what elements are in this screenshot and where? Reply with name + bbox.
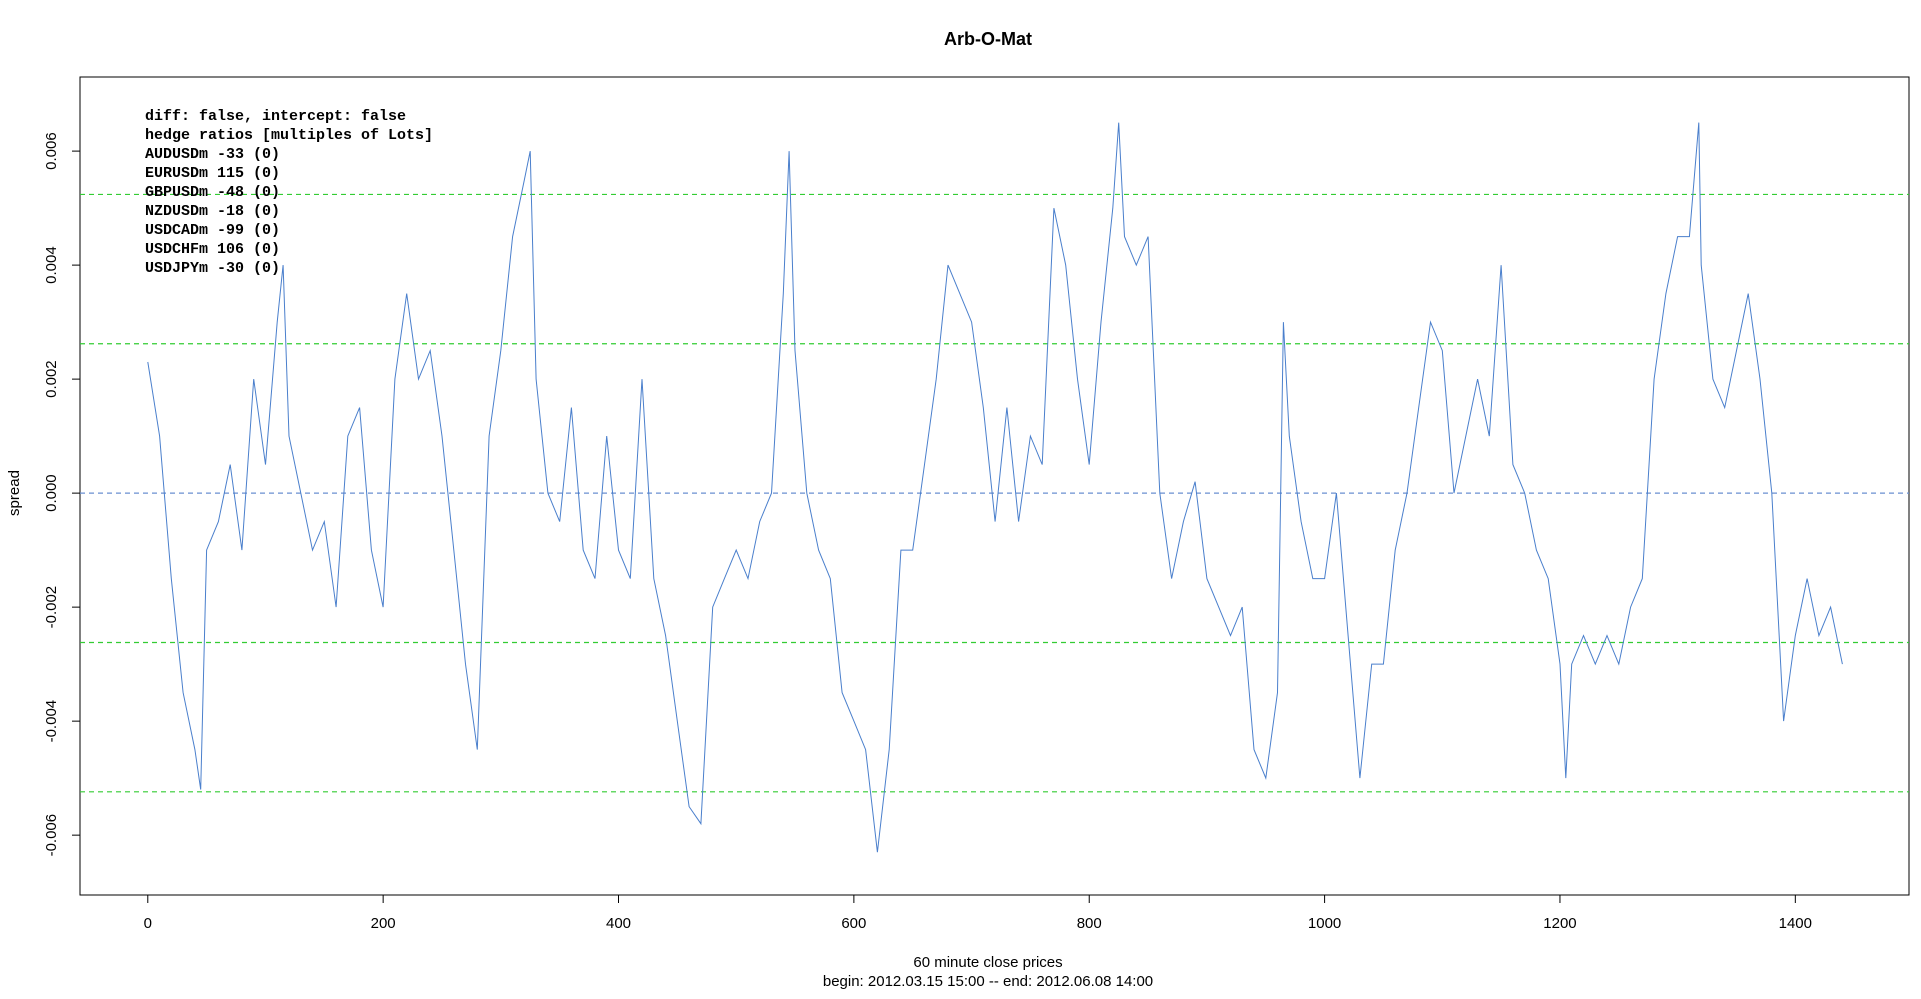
x-tick-label: 1200 — [1543, 915, 1576, 932]
y-axis-label: spread — [6, 470, 23, 516]
annotation: USDJPYm -30 (0) — [145, 260, 280, 277]
x-tick-label: 1400 — [1779, 915, 1812, 932]
x-tick-label: 600 — [841, 915, 866, 932]
y-tick-label: 0.000 — [43, 474, 60, 512]
y-tick-label: 0.002 — [43, 360, 60, 398]
y-tick-label: -0.002 — [43, 586, 60, 629]
x-axis-label: 60 minute close prices — [913, 954, 1062, 971]
annotation: hedge ratios [multiples of Lots] — [145, 127, 433, 144]
annotation: USDCADm -99 (0) — [145, 222, 280, 239]
y-tick-label: 0.006 — [43, 132, 60, 170]
spread-line — [147, 122, 1843, 853]
y-tick-label: -0.004 — [43, 700, 60, 743]
annotation: diff: false, intercept: false — [145, 108, 406, 125]
annotation: USDCHFm 106 (0) — [145, 241, 280, 258]
x-tick-label: 200 — [371, 915, 396, 932]
x-tick-label: 0 — [144, 915, 152, 932]
annotation: NZDUSDm -18 (0) — [145, 203, 280, 220]
chart-title: Arb-O-Mat — [944, 29, 1032, 49]
annotation: AUDUSDm -33 (0) — [145, 146, 280, 163]
y-tick-label: 0.004 — [43, 246, 60, 284]
subtitle: begin: 2012.03.15 15:00 -- end: 2012.06.… — [823, 973, 1153, 990]
y-tick-label: -0.006 — [43, 814, 60, 857]
x-tick-label: 1000 — [1308, 915, 1341, 932]
x-tick-label: 800 — [1077, 915, 1102, 932]
plot-frame — [79, 76, 1910, 896]
annotation: EURUSDm 115 (0) — [145, 165, 280, 182]
x-tick-label: 400 — [606, 915, 631, 932]
annotation: GBPUSDm -48 (0) — [145, 184, 280, 201]
